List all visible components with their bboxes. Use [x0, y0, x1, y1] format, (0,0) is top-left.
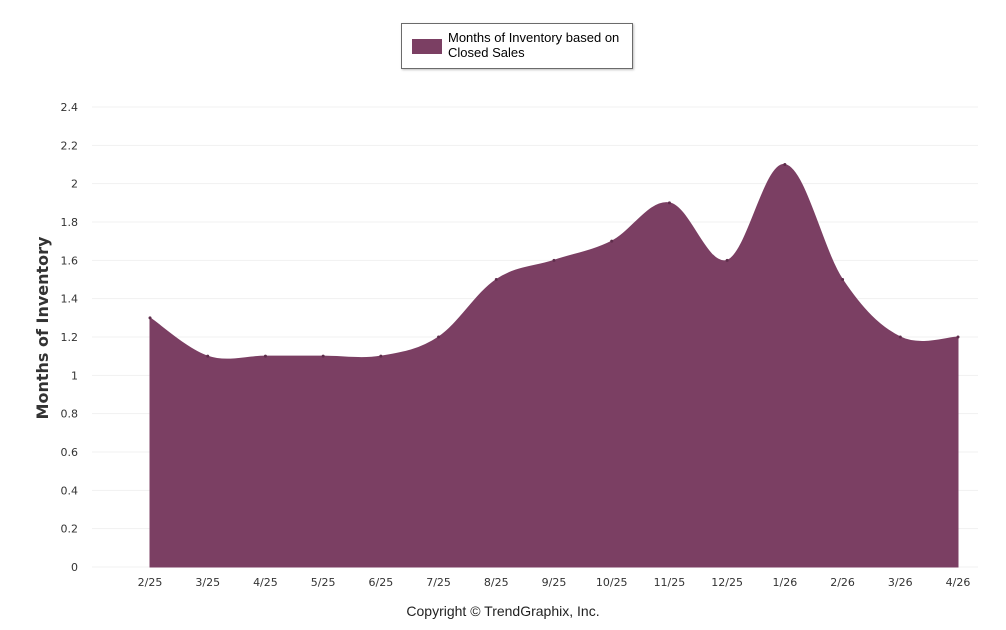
y-tick-label: 0.2 [61, 523, 79, 536]
y-axis-label: Months of Inventory [33, 236, 52, 420]
y-tick-label: 0.8 [61, 408, 79, 421]
x-tick-label: 10/25 [596, 576, 628, 589]
x-tick-label: 3/25 [195, 576, 220, 589]
data-point [725, 258, 729, 262]
x-tick-label: 2/26 [830, 576, 855, 589]
data-point [610, 239, 614, 243]
x-tick-label: 1/26 [773, 576, 798, 589]
x-tick-label: 12/25 [711, 576, 743, 589]
data-point [783, 163, 787, 166]
x-tick-label: 9/25 [542, 576, 567, 589]
y-tick-label: 1.6 [61, 254, 79, 267]
y-tick-label: 1.4 [61, 293, 79, 306]
y-tick-label: 0.6 [61, 446, 79, 459]
legend: Months of Inventory based on Closed Sale… [401, 23, 633, 69]
x-tick-label: 4/26 [946, 576, 971, 589]
x-tick-labels: 2/25 3/25 4/25 5/25 6/25 7/25 8/25 9/25 10/25 11/… [138, 576, 971, 589]
x-tick-label: 4/25 [253, 576, 278, 589]
data-point [494, 278, 498, 281]
x-tick-label: 7/25 [426, 576, 451, 589]
y-tick-label: 1.2 [61, 331, 79, 344]
y-tick-labels: 0 0.2 0.4 0.6 0.8 1 1.2 1.4 1.6 1.8 2 2.2 2.4 [61, 101, 79, 574]
y-tick-label: 0.4 [61, 484, 79, 497]
legend-label: Months of Inventory based on Closed Sale… [448, 30, 620, 60]
x-tick-label: 3/26 [888, 576, 913, 589]
data-point [552, 258, 556, 262]
data-point [841, 278, 845, 281]
copyright-text: Copyright © TrendGraphix, Inc. [406, 603, 600, 619]
series-area [149, 163, 959, 568]
y-tick-label: 1.8 [61, 216, 79, 229]
x-tick-label: 11/25 [654, 576, 686, 589]
data-point [437, 335, 441, 339]
data-point [263, 354, 267, 358]
y-tick-label: 2.2 [61, 139, 79, 152]
data-point [148, 316, 152, 320]
x-tick-label: 8/25 [484, 576, 509, 589]
data-point [898, 335, 902, 339]
data-point [956, 335, 960, 339]
data-point [379, 354, 383, 358]
data-point [206, 354, 210, 358]
legend-swatch [412, 39, 442, 54]
data-point [667, 201, 671, 205]
x-tick-label: 6/25 [369, 576, 394, 589]
data-point [321, 354, 325, 358]
y-tick-label: 1 [71, 369, 78, 382]
x-tick-label: 5/25 [311, 576, 336, 589]
y-tick-label: 0 [71, 561, 78, 574]
x-tick-label: 2/25 [138, 576, 163, 589]
y-tick-label: 2.4 [61, 101, 79, 114]
y-tick-label: 2 [71, 178, 78, 191]
series-area-layer [148, 163, 960, 568]
